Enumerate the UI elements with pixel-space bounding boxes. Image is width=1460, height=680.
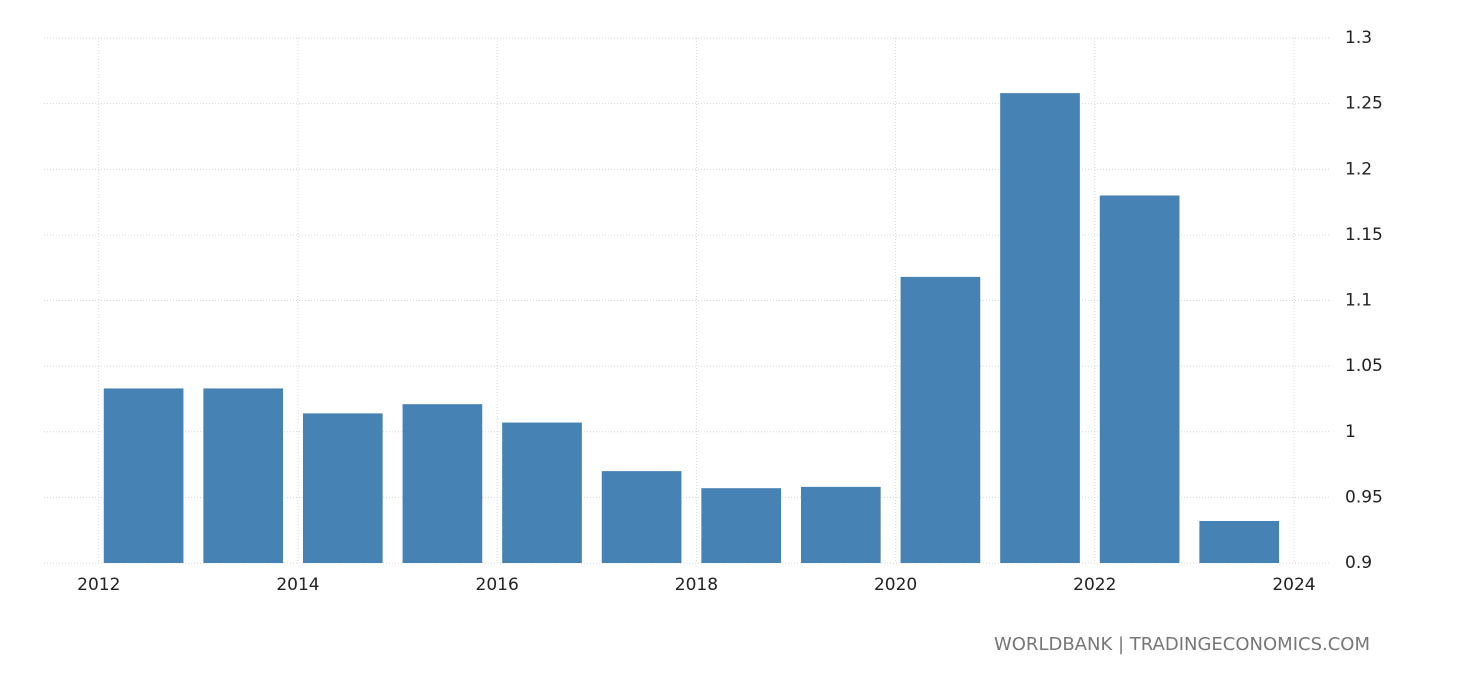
bar: [900, 276, 981, 563]
bar: [800, 486, 881, 563]
bar: [1199, 521, 1280, 563]
x-tick-label: 2014: [276, 575, 319, 595]
y-tick-label: 1.2: [1345, 159, 1372, 179]
x-tick-label: 2012: [77, 575, 120, 595]
bar: [1000, 93, 1080, 563]
x-tick-label: 2020: [874, 575, 917, 595]
source: WORLDBANK | TRADINGECONOMICS.COM: [994, 634, 1370, 655]
x-tick-label: 2022: [1073, 575, 1116, 595]
y-tick-label: 0.9: [1345, 553, 1372, 573]
bar: [302, 413, 383, 563]
x-tick-label: 2018: [675, 575, 718, 595]
y-tick-label: 1.25: [1345, 94, 1383, 114]
bar: [402, 404, 483, 563]
bar: [203, 388, 284, 563]
y-tick-label: 1.1: [1345, 291, 1372, 311]
bar: [103, 388, 184, 563]
y-tick-label: 1.15: [1345, 225, 1383, 245]
y-tick-label: 1.05: [1345, 356, 1383, 376]
bar: [1099, 195, 1180, 563]
bar: [601, 471, 682, 563]
x-tick-label: 2024: [1272, 575, 1315, 595]
y-tick-label: 0.95: [1345, 487, 1383, 507]
y-tick-label: 1: [1345, 422, 1356, 442]
x-tick-label: 2016: [476, 575, 519, 595]
y-tick-label: 1.3: [1345, 28, 1372, 48]
bar: [701, 488, 782, 563]
bar: [502, 422, 582, 563]
